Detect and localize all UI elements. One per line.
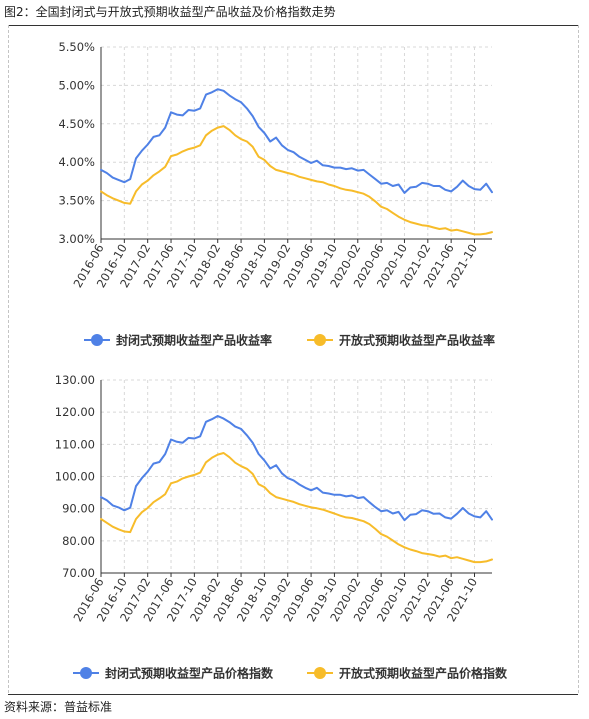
legend-marker <box>91 334 103 346</box>
y-tick-label: 3.50% <box>58 194 95 208</box>
y-tick-label: 5.00% <box>58 78 95 92</box>
y-tick-label: 90.00 <box>62 502 95 516</box>
legend-marker <box>314 667 326 679</box>
legend-label: 封闭式预期收益型产品收益率 <box>116 333 272 348</box>
figure-title: 图2：全国封闭式与开放式预期收益型产品收益及价格指数走势 <box>4 5 336 19</box>
frame-right-edge <box>578 25 579 693</box>
y-tick-label: 4.00% <box>58 155 95 169</box>
y-tick-label: 70.00 <box>62 566 95 580</box>
frame-left-edge <box>8 25 9 693</box>
legend-label: 封闭式预期收益型产品价格指数 <box>105 666 274 681</box>
y-tick-label: 100.00 <box>55 470 95 484</box>
legend-label: 开放式预期收益型产品收益率 <box>339 333 495 348</box>
y-tick-label: 120.00 <box>55 405 95 419</box>
y-tick-label: 80.00 <box>62 534 95 548</box>
source-note: 资料来源：普益标准 <box>4 700 113 714</box>
y-tick-label: 110.00 <box>55 437 95 451</box>
legend-marker <box>314 334 326 346</box>
figure-frame <box>8 25 578 695</box>
series-line-open <box>100 452 493 564</box>
series-line-closed <box>100 415 493 522</box>
legend-marker <box>80 667 92 679</box>
legend-label: 开放式预期收益型产品价格指数 <box>339 666 508 681</box>
series-line-closed <box>100 88 493 194</box>
series-line-open <box>100 125 493 236</box>
y-tick-label: 130.00 <box>55 373 95 387</box>
y-tick-label: 5.50% <box>58 40 95 54</box>
y-tick-label: 3.00% <box>58 232 95 246</box>
y-tick-label: 4.50% <box>58 117 95 131</box>
